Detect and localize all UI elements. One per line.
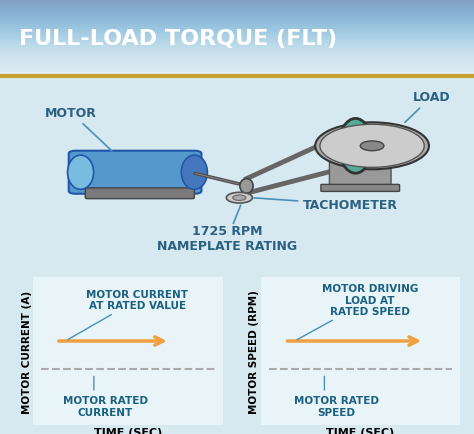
FancyBboxPatch shape bbox=[321, 185, 400, 192]
Text: FULL-LOAD TORQUE (FLT): FULL-LOAD TORQUE (FLT) bbox=[19, 29, 337, 49]
Text: MOTOR CURRENT
AT RATED VALUE: MOTOR CURRENT AT RATED VALUE bbox=[68, 289, 189, 340]
FancyBboxPatch shape bbox=[329, 155, 391, 188]
X-axis label: TIME (SEC): TIME (SEC) bbox=[326, 427, 394, 434]
X-axis label: TIME (SEC): TIME (SEC) bbox=[94, 427, 162, 434]
Text: MOTOR: MOTOR bbox=[45, 107, 112, 151]
Ellipse shape bbox=[339, 119, 372, 174]
Text: TACHOMETER: TACHOMETER bbox=[254, 198, 398, 211]
Ellipse shape bbox=[360, 141, 384, 151]
FancyBboxPatch shape bbox=[85, 188, 194, 199]
Ellipse shape bbox=[227, 193, 252, 204]
Text: 1725 RPM
NAMEPLATE RATING: 1725 RPM NAMEPLATE RATING bbox=[157, 224, 298, 252]
Ellipse shape bbox=[320, 125, 424, 168]
Ellipse shape bbox=[315, 123, 429, 170]
Y-axis label: MOTOR CURRENT (A): MOTOR CURRENT (A) bbox=[22, 290, 32, 413]
Ellipse shape bbox=[240, 179, 253, 194]
Text: MOTOR RATED
SPEED: MOTOR RATED SPEED bbox=[294, 395, 379, 417]
Text: MOTOR DRIVING
LOAD AT
RATED SPEED: MOTOR DRIVING LOAD AT RATED SPEED bbox=[297, 283, 419, 340]
FancyArrow shape bbox=[193, 173, 241, 185]
Y-axis label: MOTOR SPEED (RPM): MOTOR SPEED (RPM) bbox=[249, 290, 259, 413]
Text: MOTOR RATED
CURRENT: MOTOR RATED CURRENT bbox=[63, 395, 148, 417]
Ellipse shape bbox=[181, 156, 207, 190]
Ellipse shape bbox=[233, 195, 246, 201]
Ellipse shape bbox=[68, 156, 94, 190]
FancyBboxPatch shape bbox=[69, 151, 201, 194]
Text: LOAD: LOAD bbox=[405, 91, 450, 123]
